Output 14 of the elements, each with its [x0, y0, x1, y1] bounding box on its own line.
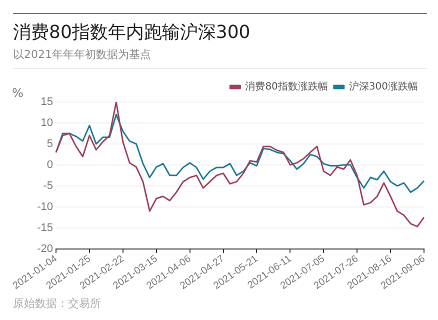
- y-tick-label: -10: [37, 200, 53, 213]
- y-tick-label: 15: [40, 96, 53, 108]
- y-tick-label: -15: [37, 222, 53, 234]
- y-tick-label: 0: [46, 158, 53, 171]
- y-tick-label: 5: [46, 138, 53, 150]
- y-axis-title: %: [12, 86, 24, 100]
- y-tick-label: 10: [40, 117, 53, 130]
- y-tick-label: -20: [37, 242, 53, 255]
- chart-subtitle: 以2021年年年初数据为基点: [13, 47, 151, 62]
- y-tick-label: -5: [43, 180, 53, 192]
- legend-label: 消费80指数涨跌幅: [245, 80, 328, 93]
- chart-title: 消费80指数年内跑输沪深300: [13, 21, 250, 44]
- text: 原始数据：交易所: [13, 296, 101, 311]
- legend-label: 沪深300涨跌幅: [348, 80, 418, 93]
